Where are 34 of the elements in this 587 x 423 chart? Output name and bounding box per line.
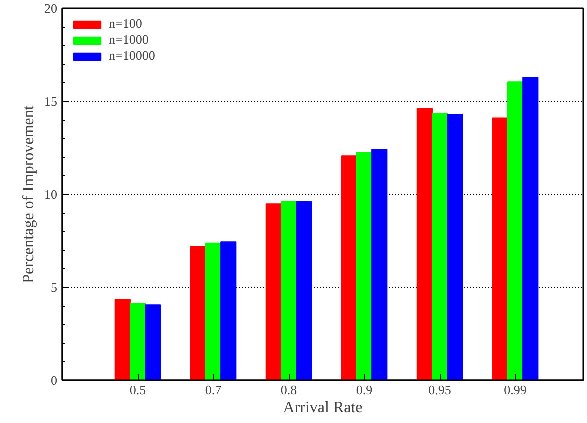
x-tick-label: 0.9 (356, 382, 373, 398)
bar (356, 152, 373, 380)
bar (507, 82, 524, 380)
y-axis-title: Percentage of Improvement (20, 105, 38, 284)
bar (280, 201, 298, 380)
x-tick-label: 0.5 (130, 382, 146, 398)
bar (145, 304, 162, 380)
y-tick-label: 15 (44, 94, 58, 109)
bar (522, 77, 539, 380)
bar (266, 204, 282, 380)
bar (372, 148, 388, 380)
bar (220, 242, 237, 380)
bar (296, 201, 312, 380)
y-tick-label: 20 (44, 1, 58, 16)
bar (492, 118, 508, 380)
x-tick-label: 0.95 (428, 382, 452, 398)
bar (447, 114, 464, 380)
x-tick-label: 0.8 (280, 382, 298, 398)
y-tick-label: 10 (44, 187, 58, 202)
bar (416, 108, 433, 380)
bar (130, 302, 146, 380)
x-tick-label: 0.7 (205, 382, 222, 398)
legend-label: n=1000 (109, 32, 149, 48)
bar (114, 299, 131, 380)
x-tick-label: 0.99 (504, 382, 527, 398)
y-tick-label: 0 (51, 373, 58, 388)
legend-label: n=100 (109, 16, 142, 32)
x-axis-title: Arrival Rate (283, 400, 363, 416)
bar (432, 113, 448, 380)
bar (190, 246, 206, 380)
bar (205, 242, 222, 380)
y-tick-label: 5 (51, 280, 58, 295)
bar (341, 156, 358, 380)
legend-label: n=10000 (109, 48, 156, 64)
